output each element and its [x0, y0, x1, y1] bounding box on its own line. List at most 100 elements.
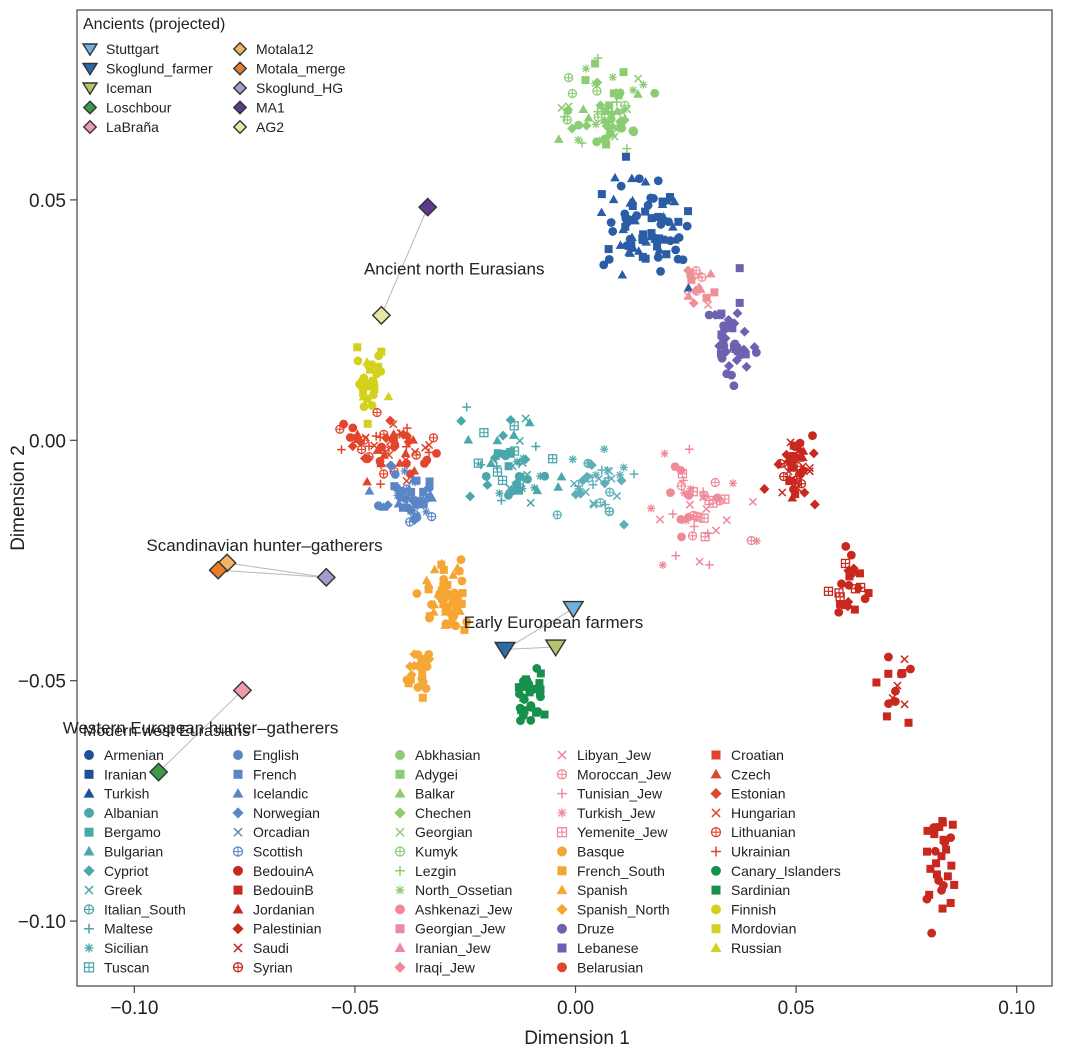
sample-point [424, 494, 433, 503]
legend-label: Canary_Islanders [731, 863, 841, 879]
sample-point [439, 593, 448, 602]
legend-label: Norwegian [253, 805, 320, 821]
sample-point [493, 449, 502, 458]
sample-point [479, 427, 489, 438]
sample-point [695, 557, 704, 566]
sample-point [518, 458, 527, 468]
legend-label: Lithuanian [731, 824, 796, 840]
legend-marker [557, 943, 567, 953]
sample-point [457, 599, 466, 608]
sample-point [785, 474, 795, 483]
ancient-link [504, 646, 556, 650]
sample-point [420, 660, 431, 671]
sample-point [923, 826, 932, 835]
legend-marker [233, 769, 243, 779]
sample-point [540, 710, 549, 719]
sample-point [583, 473, 594, 483]
legend-marker [395, 769, 405, 779]
sample-point [554, 134, 564, 143]
sample-point [710, 477, 720, 488]
sample-point [574, 484, 583, 493]
ancient-point-skoglund_farmer [493, 641, 517, 660]
sample-point [946, 898, 955, 907]
sample-point [640, 176, 651, 186]
sample-point [504, 462, 513, 471]
legend-marker [556, 903, 568, 915]
sample-point [904, 718, 913, 727]
y-tick-label: −0.10 [18, 912, 66, 933]
sample-point [683, 265, 694, 276]
sample-point [751, 348, 761, 357]
sample-point [834, 588, 844, 598]
sample-point [560, 112, 569, 122]
sample-point [447, 620, 456, 629]
sample-point [699, 490, 710, 501]
sample-point [884, 669, 893, 678]
sample-point [608, 73, 617, 82]
legend-label: Ashkenazi_Jew [415, 901, 513, 917]
sample-point [402, 423, 412, 433]
sample-point [732, 342, 742, 352]
legend-label: Czech [731, 766, 771, 782]
sample-point [795, 444, 805, 454]
sample-point [638, 252, 647, 261]
sample-point [398, 503, 407, 512]
sample-point [656, 220, 666, 229]
sample-point [671, 551, 681, 560]
sample-point [456, 415, 467, 426]
sample-point [514, 486, 523, 495]
legend-marker [81, 82, 99, 96]
sample-point [925, 890, 934, 899]
sample-point [424, 440, 434, 450]
sample-point [619, 463, 628, 472]
legend-label: Iranian_Jew [415, 940, 491, 956]
legend-marker [232, 788, 244, 798]
sample-point [704, 495, 714, 506]
sample-point [610, 172, 620, 182]
legend-marker [395, 885, 405, 895]
sample-point [848, 563, 859, 574]
sample-point [683, 283, 694, 292]
sample-point [364, 441, 374, 451]
sample-point [653, 176, 663, 186]
sample-point [402, 459, 411, 468]
sample-point [476, 460, 486, 470]
sample-point [593, 53, 603, 63]
sample-point [505, 414, 516, 425]
sample-point [377, 347, 386, 356]
sample-point [604, 466, 614, 476]
sample-point [427, 511, 437, 522]
sample-point [568, 455, 577, 464]
sample-point [575, 488, 586, 499]
sample-point [463, 434, 474, 444]
legend-label: Icelandic [253, 786, 308, 802]
legend-marker [394, 846, 406, 857]
legend-label: Bergamo [104, 824, 161, 840]
sample-point [659, 235, 668, 244]
sample-point [884, 699, 893, 709]
sample-point [748, 497, 758, 507]
sample-point [402, 675, 412, 685]
sample-point [662, 250, 671, 259]
sample-point [403, 503, 413, 513]
legend-label: Abkhasian [415, 747, 480, 763]
legend-label: Mordovian [731, 921, 796, 937]
legend-marker [82, 119, 98, 135]
legend-label: Armenian [104, 747, 164, 763]
legend-marker [232, 41, 248, 57]
sample-point [674, 233, 684, 242]
sample-point [629, 469, 639, 479]
sample-point [625, 248, 635, 257]
sample-point [658, 197, 667, 206]
sample-point [456, 555, 466, 565]
sample-point [687, 531, 698, 541]
legend-marker [557, 866, 567, 876]
sample-point [377, 442, 386, 452]
sample-point [376, 458, 386, 468]
sample-point [407, 487, 416, 496]
sample-point [612, 97, 622, 107]
sample-point [837, 579, 846, 589]
sample-point [890, 697, 900, 706]
sample-point [937, 885, 946, 895]
sample-point [900, 700, 909, 709]
